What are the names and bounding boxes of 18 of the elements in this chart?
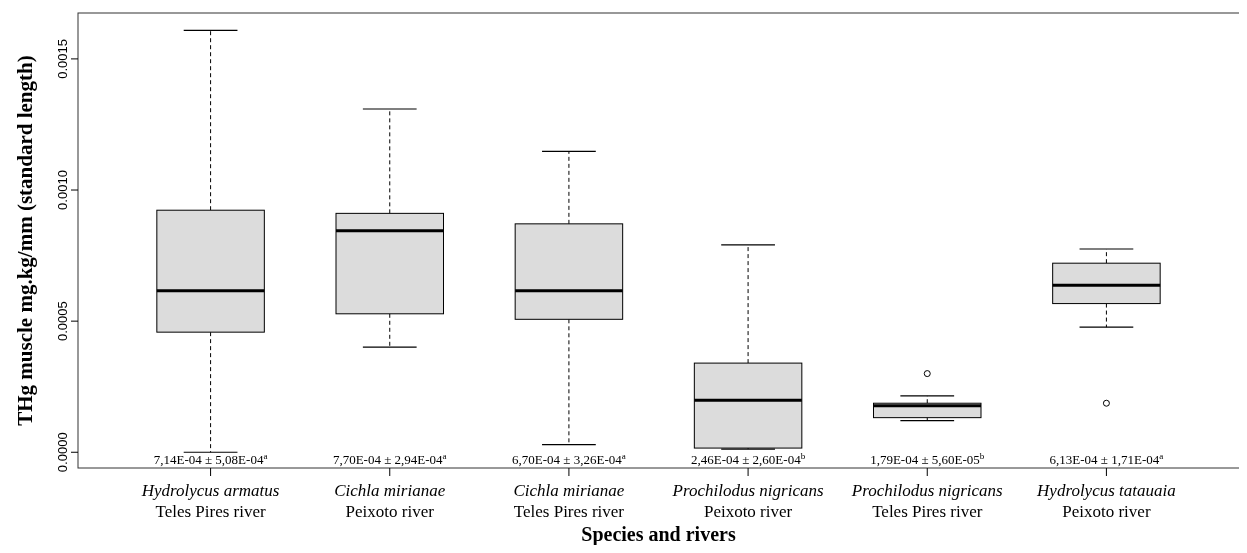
annotation: 6,70E-04 ± 3,26E-04$^{a}$: [512, 451, 626, 467]
x-axis-title: Species and rivers: [581, 523, 736, 546]
y-axis-title: THg muscle mg.kg/mm (standard length): [13, 55, 37, 426]
x-tick-label: Prochilodus nigricans Peixoto river: [671, 481, 824, 521]
y-tick-label: 0.0000: [55, 432, 70, 473]
x-tick-label: Cichla mirianae Peixoto river: [334, 481, 446, 521]
x-tick-label: Hydrolycus tatauaia Peixoto river: [1036, 481, 1176, 521]
x-tick-label: Hydrolycus armatus Teles Pires river: [140, 481, 280, 521]
x-tick-label: Cichla mirianae Teles Pires river: [513, 481, 625, 521]
x-tick-label: Prochilodus nigricans Teles Pires river: [850, 481, 1004, 521]
y-tick-label: 0.0010: [55, 170, 70, 210]
y-tick-label: 0.0015: [55, 39, 70, 79]
annotation: 7,70E-04 ± 2,94E-04$^{a}$: [332, 451, 447, 467]
y-tick-label: 0.0005: [55, 301, 70, 342]
annotation: 7,14E-04 ± 5,08E-04$^{a}$: [153, 451, 268, 467]
annotation: 2,46E-04 ± 2,60E-04$^{b}$: [690, 451, 806, 467]
annotation: 6,13E-04 ± 1,71E-04$^{a}$: [1049, 451, 1164, 467]
annotation: 1,79E-04 ± 5,60E-05$^{b}$: [870, 451, 985, 467]
